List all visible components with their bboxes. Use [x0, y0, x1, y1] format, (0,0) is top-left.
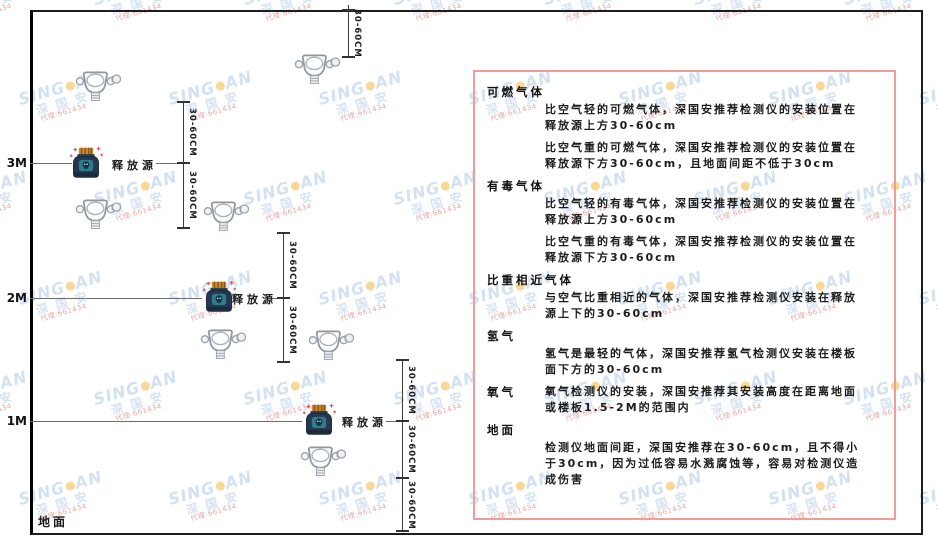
dimension-label: 30-60CM — [287, 305, 297, 355]
dimension-label: 30-60CM — [287, 241, 297, 290]
section-paragraph: 氧气检测仪的安装，深国安推荐其安装高度在距离地面或楼板1.5-2M的范围内 — [545, 385, 857, 414]
panel-section: 可燃气体 比空气轻的可燃气体，深国安推荐检测仪的安装位置在释放源上方30-60cm… — [487, 84, 884, 172]
installation-guide-panel: 可燃气体 比空气轻的可燃气体，深国安推荐检测仪的安装位置在释放源上方30-60cm… — [473, 70, 896, 520]
detector-ceiling — [294, 51, 340, 88]
dimension-label: 30-60CM — [406, 425, 416, 474]
dimension-tick — [177, 162, 190, 164]
dimension-tick — [396, 359, 409, 361]
release-source-3m — [67, 146, 105, 180]
detector-2m-below — [200, 326, 246, 363]
release-source-1m — [300, 403, 338, 437]
level-line-3m — [30, 163, 72, 164]
dimension-tick — [177, 101, 190, 103]
level-line-2m — [30, 298, 202, 299]
section-paragraph: 比空气重的可燃气体，深国安推荐检测仪的安装位置在释放源下方30-60cm，且地面… — [545, 141, 857, 170]
dimension-tick — [277, 361, 290, 363]
release-source-label: 释放源 — [232, 293, 277, 306]
section-paragraph: 检测仪地面间距，深国安推荐在30-60cm，且不得小于30cm，因为过低容易水溅… — [545, 441, 860, 486]
release-source-label: 释放源 — [342, 416, 387, 429]
panel-section: 氢气氢气是最轻的气体，深国安推荐氢气检测仪安装在楼板面下方的30-60cm — [487, 328, 884, 378]
level-line-3m-connector — [156, 163, 189, 164]
section-heading: 氧气 — [487, 385, 516, 399]
section-paragraph: 比空气轻的有毒气体，深国安推荐检测仪的安装位置在释放源上方30-60cm — [545, 197, 857, 226]
gas-detector-icon — [75, 199, 121, 230]
dimension-label: 30-60CM — [187, 108, 197, 157]
dimension-tick — [396, 477, 409, 479]
release-source-icon — [69, 146, 103, 178]
panel-section: 地面检测仪地面间距，深国安推荐在30-60cm，且不得小于30cm，因为过低容易… — [487, 422, 884, 488]
axis-label-2m: 2M — [6, 291, 27, 305]
section-paragraph: 与空气比重相近的气体，深国安推荐检测仪安装在释放源上下的30-60cm — [545, 291, 857, 320]
release-source-label: 释放源 — [112, 159, 157, 172]
dimension-line — [402, 360, 403, 532]
section-heading: 可燃气体 — [487, 85, 545, 99]
axis-label-1m: 1M — [6, 414, 27, 428]
ground-label: 地面 — [38, 515, 69, 529]
section-paragraph: 比空气轻的可燃气体，深国安推荐检测仪的安装位置在释放源上方30-60cm — [545, 103, 857, 132]
gas-detector-icon — [200, 329, 246, 360]
dimension-label: 30-60CM — [352, 9, 362, 58]
detector-3m-below — [75, 196, 121, 233]
detector-2m-above — [203, 198, 249, 235]
dimension-line — [183, 102, 184, 228]
panel-section: 氧气 氧气检测仪的安装，深国安推荐其安装高度在距离地面或楼板1.5-2M的范围内 — [487, 384, 884, 416]
dimension-line — [348, 5, 349, 58]
gas-detector-icon — [308, 330, 354, 361]
section-paragraph: 氢气是最轻的气体，深国安推荐氢气检测仪安装在楼板面下方的30-60cm — [545, 347, 857, 376]
dimension-tick — [342, 56, 355, 58]
dimension-label: 30-60CM — [187, 171, 197, 220]
gas-detector-icon — [203, 201, 249, 232]
dimension-tick — [177, 227, 190, 229]
section-heading: 地面 — [487, 423, 516, 437]
dimension-tick — [396, 420, 409, 422]
dimension-tick — [342, 9, 355, 11]
section-heading: 氢气 — [487, 329, 516, 343]
gas-detector-icon — [75, 71, 121, 102]
detector-3m-above — [75, 68, 121, 105]
dimension-label: 30-60CM — [406, 480, 416, 530]
axis-label-3m: 3M — [6, 156, 27, 170]
section-paragraph: 比空气重的有毒气体，深国安推荐检测仪的安装位置在释放源下方30-60cm — [545, 235, 857, 264]
gas-detector-icon — [300, 446, 346, 477]
dimension-tick — [396, 530, 409, 532]
detector-1m-above — [308, 327, 354, 364]
gas-detector-icon — [294, 54, 340, 85]
level-line-1m — [30, 421, 302, 422]
dimension-tick — [277, 232, 290, 234]
panel-section: 有毒气体 比空气轻的有毒气体，深国安推荐检测仪的安装位置在释放源上方30-60cm… — [487, 178, 884, 266]
section-heading: 比重相近气体 — [487, 273, 574, 287]
detector-1m-below — [300, 443, 346, 480]
dimension-tick — [277, 297, 290, 299]
diagram-border — [30, 10, 923, 535]
section-heading: 有毒气体 — [487, 179, 545, 193]
dimension-label: 30-60CM — [406, 366, 416, 415]
panel-section: 比重相近气体与空气比重相近的气体，深国安推荐检测仪安装在释放源上下的30-60c… — [487, 272, 884, 322]
release-source-icon — [302, 403, 336, 435]
